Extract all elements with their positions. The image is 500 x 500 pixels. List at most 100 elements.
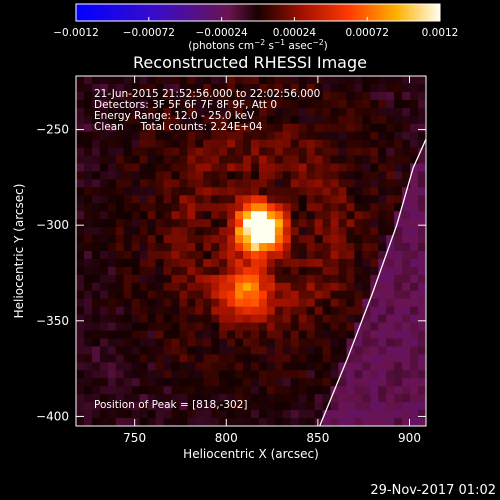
heatmap-cell xyxy=(123,346,133,355)
heatmap-cell xyxy=(203,306,212,316)
heatmap-cell xyxy=(394,290,403,300)
heatmap-cell xyxy=(155,386,165,395)
heatmap-cell xyxy=(402,370,411,379)
heatmap-cell xyxy=(306,123,316,133)
heatmap-cell xyxy=(99,76,109,85)
heatmap-cell xyxy=(330,115,340,125)
heatmap-cell xyxy=(362,155,371,165)
heatmap-cell xyxy=(99,123,109,133)
heatmap-cell xyxy=(410,76,419,85)
heatmap-cell xyxy=(251,179,260,188)
heatmap-cell xyxy=(378,243,387,252)
heatmap-cell xyxy=(203,298,212,308)
heatmap-cell xyxy=(171,203,180,212)
heatmap-cell xyxy=(131,147,141,157)
heatmap-cell xyxy=(155,258,165,268)
heatmap-cell xyxy=(139,298,149,308)
heatmap-cell xyxy=(410,354,419,363)
heatmap-cell xyxy=(394,227,403,236)
heatmap-cell xyxy=(370,147,379,157)
heatmap-cell xyxy=(418,410,426,419)
heatmap-cell xyxy=(179,187,188,196)
heatmap-cell xyxy=(171,243,180,252)
heatmap-cell xyxy=(91,203,101,212)
heatmap-cell xyxy=(203,83,212,93)
heatmap-cell xyxy=(83,147,93,157)
heatmap-cell xyxy=(354,219,363,228)
heatmap-cell xyxy=(330,354,340,363)
heatmap-cell xyxy=(402,314,411,324)
heatmap-cell xyxy=(76,330,85,340)
heatmap-cell xyxy=(362,314,371,324)
heatmap-cell xyxy=(83,346,93,355)
heatmap-cell xyxy=(99,394,109,403)
heatmap-cell xyxy=(131,83,141,93)
annotation-time-range: 21-Jun-2015 21:52:56.000 to 22:02:56.000 xyxy=(94,88,320,100)
heatmap-cell xyxy=(211,227,220,236)
heatmap-cell xyxy=(266,251,276,260)
heatmap-cell xyxy=(195,99,204,109)
heatmap-cell xyxy=(155,378,165,387)
heatmap-cell xyxy=(115,330,125,340)
heatmap-cell xyxy=(187,298,196,308)
heatmap-cell xyxy=(386,235,395,244)
heatmap-cell xyxy=(139,354,149,363)
heatmap-cell xyxy=(91,274,101,284)
heatmap-cell xyxy=(179,394,188,403)
heatmap-cell xyxy=(115,354,125,363)
heatmap-cell xyxy=(219,147,228,157)
heatmap-cell xyxy=(370,418,379,426)
heatmap-cell xyxy=(354,147,363,157)
heatmap-cell xyxy=(115,171,125,180)
heatmap-cell xyxy=(147,76,157,85)
heatmap-cell xyxy=(107,227,117,236)
heatmap-cell xyxy=(107,155,117,165)
heatmap-cell xyxy=(306,211,316,220)
heatmap-cell xyxy=(290,203,300,212)
heatmap-cell xyxy=(131,163,141,173)
heatmap-cell xyxy=(354,314,363,324)
heatmap-cell xyxy=(99,290,109,300)
heatmap-cell xyxy=(91,362,101,371)
heatmap-cell xyxy=(306,99,316,109)
heatmap-cell xyxy=(298,418,308,426)
heatmap-cell xyxy=(115,187,125,196)
heatmap-cell xyxy=(330,370,340,379)
heatmap-cell xyxy=(314,386,324,395)
heatmap-cell xyxy=(266,330,276,340)
heatmap-cell xyxy=(290,131,300,141)
heatmap-cell xyxy=(155,91,165,101)
heatmap-cell xyxy=(219,187,228,196)
heatmap-cell xyxy=(362,195,371,204)
heatmap-cell xyxy=(155,107,165,117)
heatmap-cell xyxy=(243,282,252,292)
annotation-detectors: Detectors: 3F 5F 6F 7F 8F 9F, Att 0 xyxy=(94,99,277,111)
heatmap-cell xyxy=(370,235,379,244)
heatmap-cell xyxy=(179,274,188,284)
heatmap-cell xyxy=(227,187,236,196)
heatmap-cell xyxy=(274,274,284,284)
heatmap-cell xyxy=(179,139,188,149)
heatmap-cell xyxy=(195,235,204,244)
heatmap-cell xyxy=(99,282,109,292)
heatmap-cell xyxy=(211,147,220,157)
heatmap-cell xyxy=(147,83,157,93)
heatmap-cell xyxy=(76,76,85,85)
heatmap-cell xyxy=(290,258,300,268)
heatmap-cell xyxy=(402,290,411,300)
heatmap-cell xyxy=(346,195,355,204)
heatmap-cell xyxy=(282,91,292,101)
heatmap-cell xyxy=(179,195,188,204)
heatmap-cell xyxy=(322,243,332,252)
heatmap-cell xyxy=(378,179,387,188)
heatmap-cell xyxy=(306,418,316,426)
heatmap-cell xyxy=(155,131,165,141)
heatmap-cell xyxy=(163,258,173,268)
heatmap-cell xyxy=(219,394,228,403)
heatmap-cell xyxy=(251,354,260,363)
heatmap-cell xyxy=(410,386,419,395)
heatmap-cell xyxy=(211,83,220,93)
heatmap-cell xyxy=(314,139,324,149)
heatmap-cell xyxy=(187,171,196,180)
heatmap-cell xyxy=(282,235,292,244)
